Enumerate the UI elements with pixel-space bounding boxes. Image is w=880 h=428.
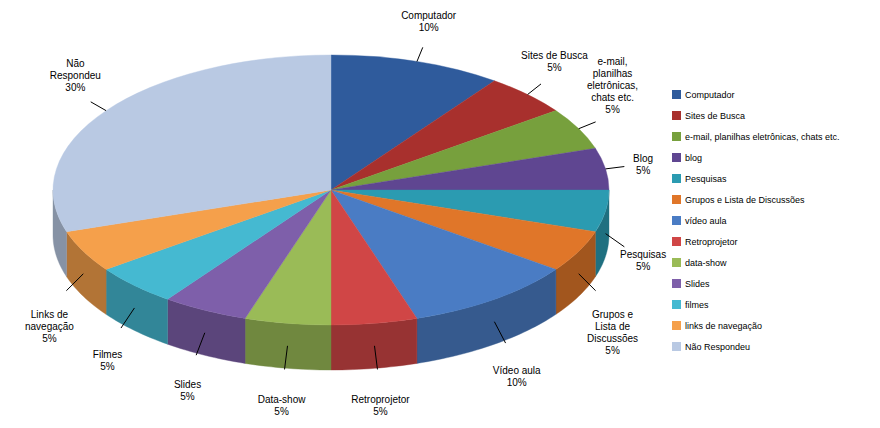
value-label: 30% [65, 82, 85, 93]
value-label: 5% [605, 345, 620, 356]
slice-label-line: Data-show [258, 394, 307, 405]
legend-label: data-show [685, 258, 727, 268]
slice-label: Links denavegação [25, 309, 74, 332]
slice-label-line: Retroprojetor [351, 394, 410, 405]
pie-slice-side [245, 318, 331, 370]
legend-swatch [672, 216, 681, 225]
legend-label: Sites de Busca [685, 111, 745, 121]
value-label: 5% [636, 261, 651, 272]
value-label: 5% [547, 62, 562, 73]
value-label: 5% [636, 165, 651, 176]
slice-label: Retroprojetor [351, 394, 410, 405]
chart-svg: Computador10%Sites de Busca5%e-mail,plan… [0, 0, 880, 428]
legend-swatch [672, 195, 681, 204]
leader-line [606, 167, 625, 169]
leader-line [196, 333, 205, 355]
slice-label-line: e-mail, [598, 56, 628, 67]
slice-label-line: Vídeo aula [493, 365, 541, 376]
pie-slice [53, 55, 331, 232]
leader-line [66, 274, 83, 291]
slice-label-line: Grupos e [592, 309, 634, 320]
value-label: 5% [100, 361, 115, 372]
legend-swatch [672, 300, 681, 309]
leader-line [285, 346, 288, 370]
legend-swatch [672, 258, 681, 267]
legend-swatch [672, 279, 681, 288]
slice-label-line: eletrônicas, [587, 80, 638, 91]
slice-label: NãoRespondeu [50, 58, 101, 81]
slice-label-line: navegação [25, 321, 74, 332]
leader-line [579, 274, 596, 291]
slice-label: Blog [633, 153, 653, 164]
legend-label: Não Respondeu [685, 342, 750, 352]
legend-label: Slides [685, 279, 710, 289]
legend-label: links de navegação [685, 321, 762, 331]
value-label: 5% [274, 406, 289, 417]
leader-line [417, 47, 423, 61]
data-labels: Computador10%Sites de Busca5%e-mail,plan… [25, 10, 666, 417]
slice-label: Pesquisas [620, 249, 666, 260]
slice-label: Computador [401, 10, 457, 21]
slice-label-line: Sites de Busca [521, 50, 588, 61]
slice-label-line: chats etc. [591, 92, 634, 103]
slice-label-line: Lista de [595, 321, 630, 332]
leader-line [494, 322, 505, 343]
slice-label: Grupos eLista deDiscussões [587, 309, 638, 344]
legend-swatch [672, 132, 681, 141]
value-label: 5% [605, 104, 620, 115]
pie-slice [331, 148, 609, 190]
leader-line [91, 102, 106, 111]
legend-label: Retroprojetor [685, 237, 738, 247]
legend-swatch [672, 153, 681, 162]
legend-label: e-mail, planilhas eletrônicas, chats etc… [685, 132, 840, 142]
slice-label-line: Respondeu [50, 70, 101, 81]
slice-label-line: Discussões [587, 333, 638, 344]
slice-label: e-mail,planilhaseletrônicas,chats etc. [587, 56, 638, 103]
legend-label: Computador [685, 90, 735, 100]
legend-swatch [672, 321, 681, 330]
pie-slice [331, 190, 417, 325]
value-label: 5% [42, 333, 57, 344]
leader-line [528, 84, 541, 95]
legend-label: filmes [685, 300, 709, 310]
slice-label-line: Computador [401, 10, 457, 21]
slice-label: Sites de Busca [521, 50, 588, 61]
legend-swatch [672, 174, 681, 183]
slice-label-line: Blog [633, 153, 653, 164]
leader-line [374, 346, 377, 370]
slice-label: Vídeo aula [493, 365, 541, 376]
slice-label-line: Links de [31, 309, 69, 320]
value-label: 10% [419, 22, 439, 33]
leader-line [579, 122, 596, 129]
slice-label-line: planilhas [593, 68, 632, 79]
slice-label-line: Pesquisas [620, 249, 666, 260]
legend-swatch [672, 237, 681, 246]
slice-label: Slides [174, 379, 201, 390]
value-label: 5% [180, 391, 195, 402]
legend: Computador Sites de Busca e-mail, planilha… [672, 90, 840, 352]
chart-container: Computador10%Sites de Busca5%e-mail,plan… [0, 0, 880, 428]
legend-label: blog [685, 153, 702, 163]
pie-marks [53, 55, 609, 370]
slice-label: Filmes [93, 349, 122, 360]
leader-line [121, 308, 134, 328]
legend-label: Grupos e Lista de Discussões [685, 195, 805, 205]
value-label: 5% [373, 406, 388, 417]
legend-swatch [672, 90, 681, 99]
legend-swatch [672, 342, 681, 351]
pie-slice-side [331, 318, 417, 370]
pie-top [53, 55, 609, 325]
legend-label: Pesquisas [685, 174, 727, 184]
slice-label: Data-show [258, 394, 307, 405]
slice-label-line: Filmes [93, 349, 122, 360]
leader-line [606, 234, 625, 247]
slice-label-line: Não [66, 58, 85, 69]
legend-swatch [672, 111, 681, 120]
legend-label: vídeo aula [685, 216, 727, 226]
value-label: 10% [507, 377, 527, 388]
slice-label-line: Slides [174, 379, 201, 390]
